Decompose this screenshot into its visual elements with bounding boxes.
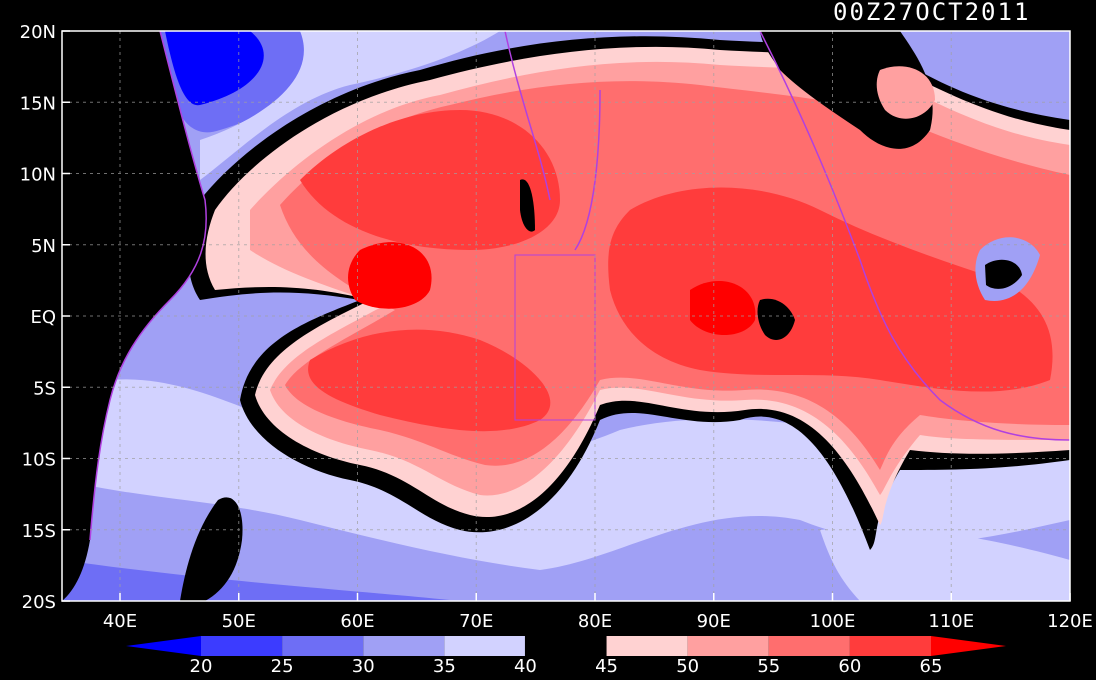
colorbar-box [444, 636, 526, 656]
colorbar-arrow-right [931, 636, 1006, 656]
band-65-core-sw [308, 329, 551, 432]
colorbar-box [849, 636, 931, 656]
colorbar-box [768, 636, 850, 656]
band-70-spot-1 [348, 242, 432, 309]
madagascar-land [180, 497, 243, 601]
lat-label: 5S [33, 378, 56, 399]
lon-label: 110E [928, 611, 974, 632]
lat-label: 20S [22, 592, 56, 613]
grid-lines [62, 31, 1070, 601]
africa-coastline [89, 31, 207, 541]
lat-label: 10S [22, 450, 56, 471]
lon-label: 50E [222, 611, 256, 632]
lat-label: 15S [22, 521, 56, 542]
black-patch-2 [520, 179, 535, 232]
band-20-north [165, 31, 264, 106]
band-40-se [820, 527, 1070, 601]
gulf-pink [876, 66, 935, 119]
lon-label: 120E [1047, 611, 1093, 632]
lon-label: 70E [459, 611, 493, 632]
lat-label: 10N [20, 165, 56, 186]
contour-field [62, 31, 1070, 601]
colorbar-label: 20 [190, 656, 213, 677]
southeast-asia-land [760, 31, 933, 149]
latitude-labels: 20N 15N 10N 5N EQ 5S 10S 15S 20S [20, 22, 70, 613]
colorbar-box [363, 636, 445, 656]
colorbar-label: 55 [757, 656, 780, 677]
colorbar-label: 30 [352, 656, 375, 677]
colorbar-label: 50 [676, 656, 699, 677]
colorbar-arrow-left [126, 636, 201, 656]
colorbar-label: 35 [433, 656, 456, 677]
colorbar-label: 65 [920, 656, 943, 677]
colorbar-label: 60 [838, 656, 861, 677]
lat-label: EQ [30, 307, 56, 328]
colorbar-label: 45 [595, 656, 618, 677]
india-coastline [504, 31, 601, 251]
colorbar-box [282, 636, 364, 656]
lon-label: 60E [340, 611, 374, 632]
colorbar-box [524, 635, 608, 657]
region-box [514, 254, 596, 421]
lon-label: 40E [103, 611, 137, 632]
longitude-labels: 40E 50E 60E 70E 80E 90E 100E 110E 120E [103, 593, 1093, 632]
colorbar-label: 25 [271, 656, 294, 677]
band-65-core-east [608, 187, 1053, 392]
borneo-land [985, 259, 1022, 289]
band-30-south [62, 560, 450, 601]
black-patch-1 [757, 298, 795, 340]
lat-label: 15N [20, 93, 56, 114]
lon-label: 90E [697, 611, 731, 632]
band-65-core-nw [300, 110, 560, 250]
lon-label: 100E [810, 611, 856, 632]
band-40-north [200, 31, 500, 180]
colorbar: 20 25 30 35 40 45 50 55 60 65 [126, 635, 1006, 677]
colorbar-box [687, 636, 769, 656]
lat-label: 5N [31, 236, 56, 257]
colorbar-box [606, 636, 688, 656]
band-70-spot-2 [690, 281, 756, 335]
colorbar-label: 40 [514, 656, 537, 677]
lon-label: 80E [578, 611, 612, 632]
colorbar-box [201, 636, 283, 656]
map-title: 00Z27OCT2011 [833, 0, 1030, 26]
lat-label: 20N [20, 22, 56, 43]
